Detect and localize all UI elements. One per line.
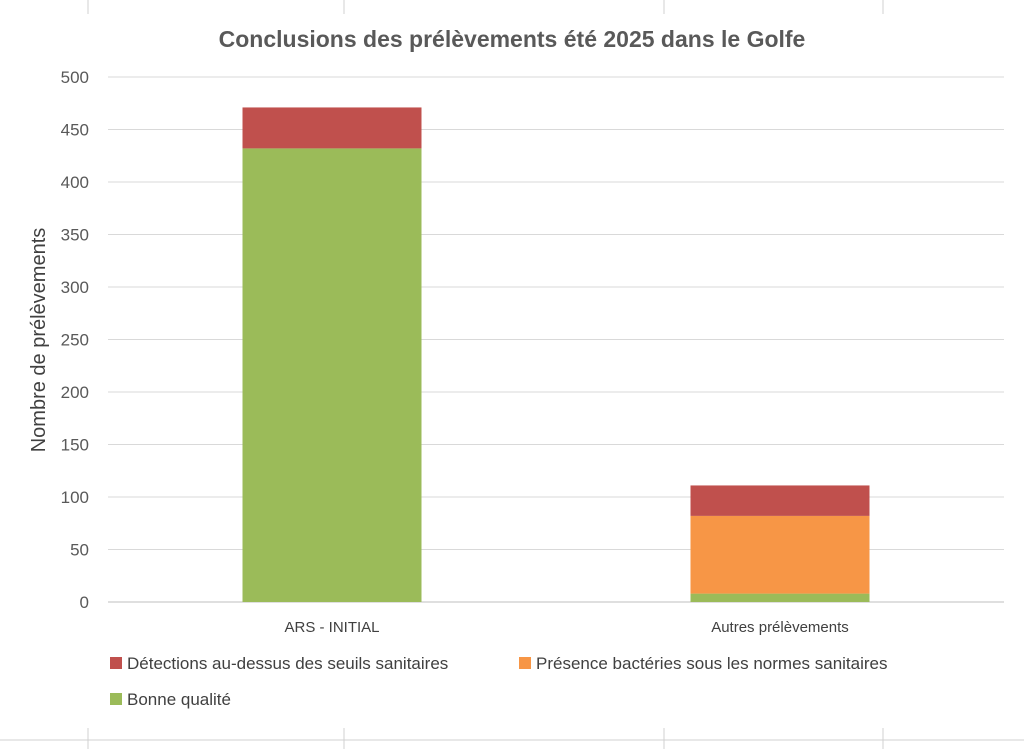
y-tick-label: 150 <box>61 436 89 455</box>
bar-segment <box>690 485 870 516</box>
y-tick-label: 100 <box>61 488 89 507</box>
y-tick-label: 200 <box>61 383 89 402</box>
x-tick-label: Autres prélèvements <box>711 619 849 636</box>
bar-segment <box>242 148 422 602</box>
bars <box>242 107 870 602</box>
y-tick-label: 400 <box>61 173 89 192</box>
chart-title: Conclusions des prélèvements été 2025 da… <box>219 26 806 52</box>
y-tick-label: 50 <box>70 541 89 560</box>
y-axis-ticks: 0 50 100 150 200 250 300 350 400 450 500 <box>61 68 89 612</box>
y-tick-label: 250 <box>61 331 89 350</box>
legend-label: Présence bactéries sous les normes sanit… <box>536 654 888 673</box>
x-axis-ticks: ARS - INITIAL Autres prélèvements <box>284 619 848 636</box>
legend-swatch <box>110 657 122 669</box>
legend: Détections au-dessus des seuils sanitair… <box>110 654 888 709</box>
legend-swatch <box>110 693 122 705</box>
legend-label: Détections au-dessus des seuils sanitair… <box>127 654 448 673</box>
y-axis-label: Nombre de prélèvements <box>28 228 50 453</box>
bar-segment <box>242 107 422 149</box>
y-tick-label: 0 <box>80 593 89 612</box>
y-tick-label: 500 <box>61 68 89 87</box>
y-tick-label: 300 <box>61 278 89 297</box>
x-tick-label: ARS - INITIAL <box>284 619 379 636</box>
bar-segment <box>690 593 870 602</box>
legend-label: Bonne qualité <box>127 690 231 709</box>
y-tick-label: 450 <box>61 121 89 140</box>
gridlines <box>108 76 1004 603</box>
bar-segment <box>690 515 870 594</box>
y-tick-label: 350 <box>61 226 89 245</box>
legend-swatch <box>519 657 531 669</box>
